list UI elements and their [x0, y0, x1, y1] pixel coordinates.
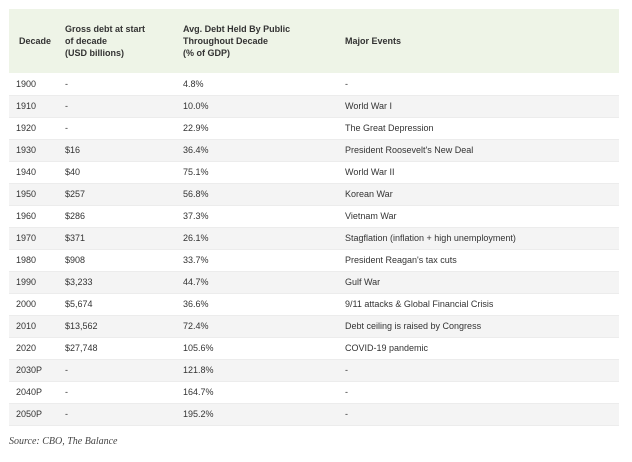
- header-gross-debt-line: of decade: [65, 36, 108, 46]
- cell-gross-debt: $5,674: [61, 293, 179, 316]
- cell-decade: 1930: [9, 139, 61, 162]
- table-row: 1970 $371 26.1% Stagflation (inflation + hi…: [9, 227, 619, 250]
- cell-gross-debt: -: [61, 403, 179, 426]
- cell-decade: 1960: [9, 205, 61, 228]
- table-row: 1980 $908 33.7% President Reagan's tax cuts: [9, 249, 619, 272]
- header-avg-debt-line: Throughout Decade: [183, 36, 268, 46]
- cell-avg-debt: 72.4%: [179, 315, 341, 338]
- table-row: 1920-22.9% The Great Depression: [9, 117, 619, 140]
- cell-avg-debt: 75.1%: [179, 161, 341, 184]
- header-avg-debt: Avg. Debt Held By Public Throughout Decad…: [179, 9, 341, 73]
- source-caption: Source: CBO, The Balance: [9, 436, 118, 447]
- cell-avg-debt: 44.7%: [179, 271, 341, 294]
- cell-decade: 2010: [9, 315, 61, 338]
- cell-avg-debt: 121.8%: [179, 359, 341, 382]
- header-gross-debt-line: (USD billions): [65, 48, 124, 58]
- cell-decade: 1940: [9, 161, 61, 184]
- cell-decade: 1980: [9, 249, 61, 272]
- cell-gross-debt: -: [61, 381, 179, 404]
- cell-decade: 2040P: [9, 381, 61, 404]
- header-avg-debt-line: (% of GDP): [183, 48, 230, 58]
- cell-gross-debt: $16: [61, 139, 179, 162]
- cell-major-event: World War I: [341, 95, 619, 118]
- cell-major-event: -: [341, 381, 619, 404]
- header-row: Decade Gross debt at start of decade (USD b…: [9, 9, 619, 73]
- cell-avg-debt: 33.7%: [179, 249, 341, 272]
- header-major-events-line: Major Events: [345, 36, 402, 46]
- cell-gross-debt: $3,233: [61, 271, 179, 294]
- table-body: 1900-4.8% -1910-10.0% World War I 1920-22.9…: [9, 73, 619, 426]
- header-gross-debt-line: Gross debt at start: [65, 24, 146, 34]
- table-row: 2040P -164.7% -: [9, 381, 619, 404]
- table-row: 1950 $257 56.8% Korean War: [9, 183, 619, 206]
- cell-decade: 1970: [9, 227, 61, 250]
- cell-avg-debt: 37.3%: [179, 205, 341, 228]
- cell-major-event: World War II: [341, 161, 619, 184]
- table-row: 2000 $5,674 36.6% 9/11 attacks & Global Fin…: [9, 293, 619, 316]
- cell-gross-debt: $27,748: [61, 337, 179, 360]
- cell-gross-debt: $371: [61, 227, 179, 250]
- cell-gross-debt: $13,562: [61, 315, 179, 338]
- cell-decade: 1920: [9, 117, 61, 140]
- cell-decade: 2020: [9, 337, 61, 360]
- cell-avg-debt: 4.8%: [179, 73, 341, 96]
- cell-gross-debt: -: [61, 117, 179, 140]
- table-row: 2020 $27,748 105.6% COVID-19 pandemic: [9, 337, 619, 360]
- cell-gross-debt: -: [61, 73, 179, 96]
- header-decade: Decade: [9, 9, 61, 73]
- cell-major-event: Debt ceiling is raised by Congress: [341, 315, 619, 338]
- debt-by-decade-table: Decade Gross debt at start of decade (USD b…: [9, 9, 619, 426]
- cell-major-event: COVID-19 pandemic: [341, 337, 619, 360]
- cell-gross-debt: $286: [61, 205, 179, 228]
- cell-major-event: 9/11 attacks & Global Financial Crisis: [341, 293, 619, 316]
- cell-avg-debt: 56.8%: [179, 183, 341, 206]
- table-row: 1990 $3,233 44.7% Gulf War: [9, 271, 619, 294]
- cell-avg-debt: 105.6%: [179, 337, 341, 360]
- cell-major-event: Gulf War: [341, 271, 619, 294]
- cell-avg-debt: 26.1%: [179, 227, 341, 250]
- cell-gross-debt: $257: [61, 183, 179, 206]
- cell-avg-debt: 22.9%: [179, 117, 341, 140]
- table-header: Decade Gross debt at start of decade (USD b…: [9, 9, 619, 73]
- cell-major-event: -: [341, 359, 619, 382]
- table-row: 1960 $286 37.3% Vietnam War: [9, 205, 619, 228]
- cell-major-event: The Great Depression: [341, 117, 619, 140]
- table-row: 1900-4.8% -: [9, 73, 619, 96]
- header-gross-debt: Gross debt at start of decade (USD billion…: [61, 9, 179, 73]
- cell-major-event: Stagflation (inflation + high unemployme…: [341, 227, 619, 250]
- cell-avg-debt: 164.7%: [179, 381, 341, 404]
- cell-decade: 1990: [9, 271, 61, 294]
- cell-major-event: -: [341, 403, 619, 426]
- cell-avg-debt: 195.2%: [179, 403, 341, 426]
- table-row: 1930 $16 36.4% President Roosevelt's New De…: [9, 139, 619, 162]
- cell-decade: 1900: [9, 73, 61, 96]
- cell-gross-debt: $908: [61, 249, 179, 272]
- cell-avg-debt: 36.6%: [179, 293, 341, 316]
- table-row: 2050P -195.2% -: [9, 403, 619, 426]
- header-major-events: Major Events: [341, 9, 619, 73]
- table-row: 1940 $40 75.1% World War II: [9, 161, 619, 184]
- cell-decade: 1950: [9, 183, 61, 206]
- cell-avg-debt: 10.0%: [179, 95, 341, 118]
- table-row: 2010 $13,562 72.4% Debt ceiling is raised b…: [9, 315, 619, 338]
- cell-gross-debt: $40: [61, 161, 179, 184]
- cell-decade: 2030P: [9, 359, 61, 382]
- cell-avg-debt: 36.4%: [179, 139, 341, 162]
- table-row: 1910-10.0% World War I: [9, 95, 619, 118]
- header-avg-debt-line: Avg. Debt Held By Public: [183, 24, 291, 34]
- cell-gross-debt: -: [61, 359, 179, 382]
- debt-table-container: Decade Gross debt at start of decade (USD b…: [9, 9, 619, 426]
- cell-decade: 2050P: [9, 403, 61, 426]
- header-decade-line: Decade: [18, 36, 52, 46]
- cell-major-event: Korean War: [341, 183, 619, 206]
- cell-major-event: President Roosevelt's New Deal: [341, 139, 619, 162]
- cell-major-event: Vietnam War: [341, 205, 619, 228]
- cell-decade: 2000: [9, 293, 61, 316]
- table-row: 2030P -121.8% -: [9, 359, 619, 382]
- cell-gross-debt: -: [61, 95, 179, 118]
- cell-major-event: President Reagan's tax cuts: [341, 249, 619, 272]
- cell-major-event: -: [341, 73, 619, 96]
- cell-decade: 1910: [9, 95, 61, 118]
